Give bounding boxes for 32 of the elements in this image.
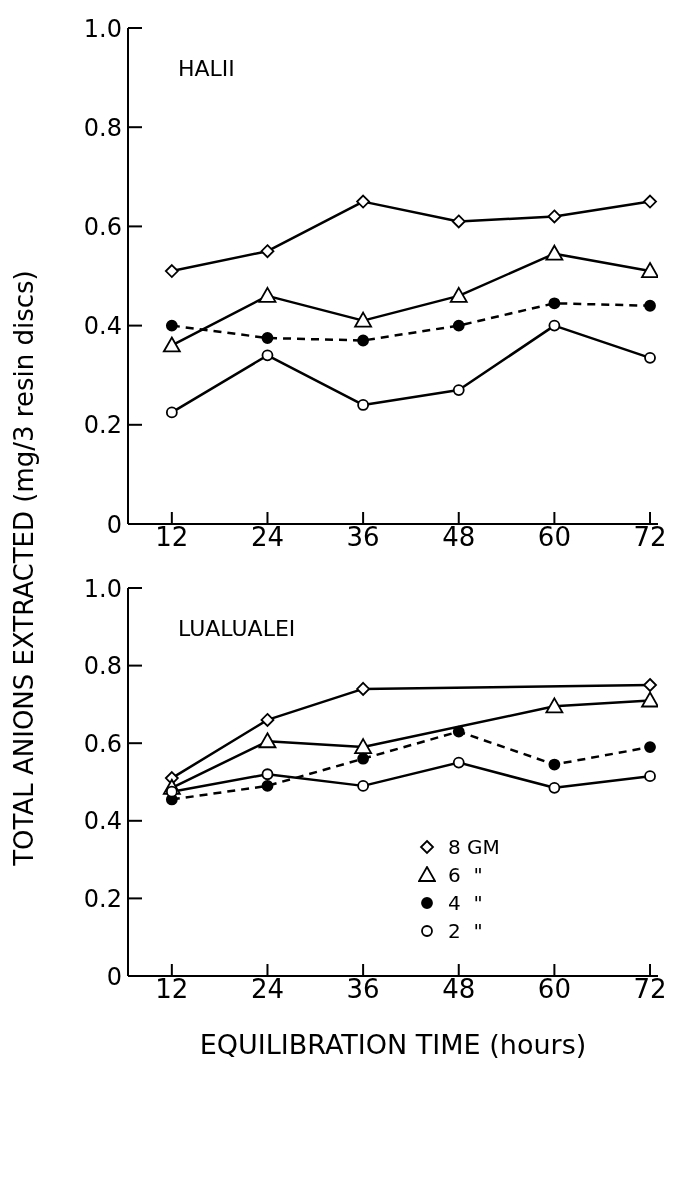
- text: LUALUALEI: [178, 616, 296, 641]
- y-tick-label: 1.0: [83, 574, 122, 603]
- x-tick-label: 24: [250, 974, 285, 1005]
- y-tick-label: 1.0: [83, 14, 122, 43]
- text: HALII: [178, 56, 235, 81]
- x-axis-title: EQUILIBRATION TIME (hours): [199, 1029, 587, 1060]
- y-tick-label: 0.8: [83, 652, 122, 681]
- x-tick-label: 12: [155, 522, 189, 553]
- y-tick-label: 0.8: [83, 113, 122, 142]
- y-tick-label: 0.4: [83, 312, 122, 341]
- x-tick-label: 24: [250, 522, 285, 553]
- y-tick-label: 0.4: [83, 807, 122, 836]
- x-tick-label: 60: [537, 522, 571, 553]
- y-axis-title: TOTAL ANIONS EXTRACTED (mg/3 resin discs): [9, 270, 39, 866]
- x-tick-label: 48: [442, 522, 476, 553]
- x-tick-label: 72: [633, 522, 667, 553]
- x-tick-label: 72: [633, 974, 667, 1005]
- y-tick-label: 0: [106, 962, 122, 991]
- legend-label: 2 ": [448, 919, 483, 943]
- legend-label: 6 ": [448, 863, 483, 887]
- legend-label: 8 GM: [448, 835, 500, 859]
- x-tick-label: 36: [346, 974, 380, 1005]
- y-tick-label: 0.6: [83, 729, 122, 758]
- y-tick-label: 0.2: [83, 884, 122, 913]
- y-tick-label: 0: [106, 510, 122, 539]
- x-tick-label: 60: [537, 974, 571, 1005]
- x-tick-label: 48: [442, 974, 476, 1005]
- x-tick-label: 36: [346, 522, 380, 553]
- y-tick-label: 0.2: [83, 411, 122, 440]
- y-tick-label: 0.6: [83, 212, 122, 241]
- x-tick-label: 12: [155, 974, 189, 1005]
- legend-label: 4 ": [448, 891, 483, 915]
